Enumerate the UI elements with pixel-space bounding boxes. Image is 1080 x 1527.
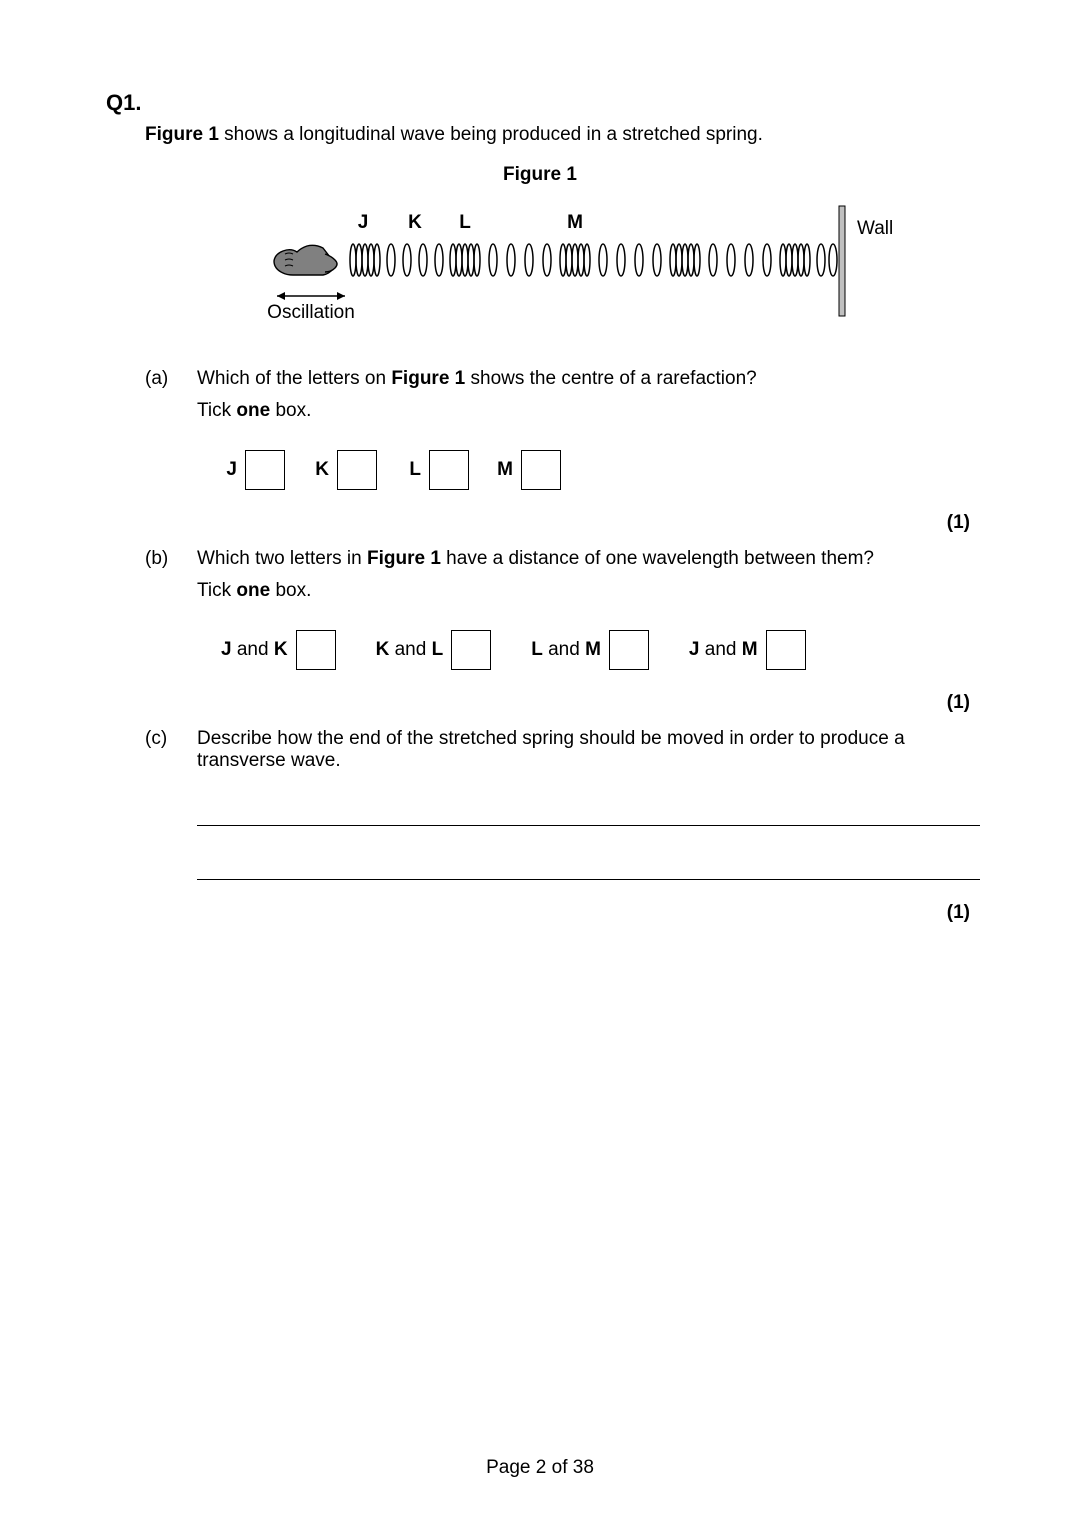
part-a: (a) Which of the letters on Figure 1 sho… (145, 368, 980, 490)
option-a-K: K (313, 450, 377, 490)
part-c-text: Describe how the end of the stretched sp… (197, 728, 905, 771)
part-b-tick: Tick one box. (197, 580, 980, 602)
checkbox[interactable] (609, 630, 649, 670)
page-footer: Page 2 of 38 (0, 1457, 1080, 1479)
spring-diagram: Wall (233, 198, 893, 338)
part-a-marks: (1) (100, 512, 980, 534)
wall-label: Wall (857, 218, 893, 239)
part-c-marks: (1) (100, 902, 980, 924)
option-b-KL: K and L (376, 630, 492, 670)
label-J: J (357, 212, 368, 233)
question-number: Q1. (106, 90, 980, 116)
option-b-LM: L and M (531, 630, 649, 670)
oscillation-label: Oscillation (267, 302, 355, 323)
intro-figure-ref: Figure 1 (145, 124, 219, 145)
hand-icon (274, 245, 337, 275)
checkbox[interactable] (521, 450, 561, 490)
label-L: L (459, 212, 471, 233)
option-b-JK: J and K (221, 630, 336, 670)
part-b-text-bold: Figure 1 (367, 548, 441, 569)
oscillation-arrow: Oscillation (267, 292, 355, 323)
part-a-options: J K L M (221, 450, 980, 490)
part-c: (c) Describe how the end of the stretche… (145, 728, 980, 880)
part-a-tick: Tick one box. (197, 400, 980, 422)
checkbox[interactable] (337, 450, 377, 490)
label-K: K (408, 212, 422, 233)
option-a-M: M (497, 450, 561, 490)
intro-text: Figure 1 shows a longitudinal wave being… (145, 124, 980, 146)
part-a-text-bold: Figure 1 (391, 368, 465, 389)
spring-coils (350, 244, 837, 276)
label-M: M (567, 212, 583, 233)
part-a-text-pre: Which of the letters on (197, 368, 391, 389)
part-b-label: (b) (145, 548, 197, 670)
part-c-label: (c) (145, 728, 197, 880)
option-b-JM: J and M (689, 630, 806, 670)
part-a-label: (a) (145, 368, 197, 490)
part-b-options: J and K K and L L and M J and M (221, 630, 980, 670)
checkbox[interactable] (451, 630, 491, 670)
option-a-J: J (221, 450, 285, 490)
checkbox[interactable] (296, 630, 336, 670)
part-b-text-pre: Which two letters in (197, 548, 367, 569)
checkbox[interactable] (766, 630, 806, 670)
intro-rest: shows a longitudinal wave being produced… (219, 124, 763, 145)
part-b: (b) Which two letters in Figure 1 have a… (145, 548, 980, 670)
checkbox[interactable] (245, 450, 285, 490)
answer-line[interactable] (197, 798, 980, 826)
checkbox[interactable] (429, 450, 469, 490)
part-b-marks: (1) (100, 692, 980, 714)
answer-line[interactable] (197, 852, 980, 880)
part-a-text-post: shows the centre of a rarefaction? (465, 368, 757, 389)
figure-caption: Figure 1 (100, 164, 980, 186)
page: Q1. Figure 1 shows a longitudinal wave b… (0, 0, 1080, 1527)
figure-container: Wall (145, 198, 980, 338)
option-a-L: L (405, 450, 469, 490)
part-b-text-post: have a distance of one wavelength betwee… (441, 548, 874, 569)
